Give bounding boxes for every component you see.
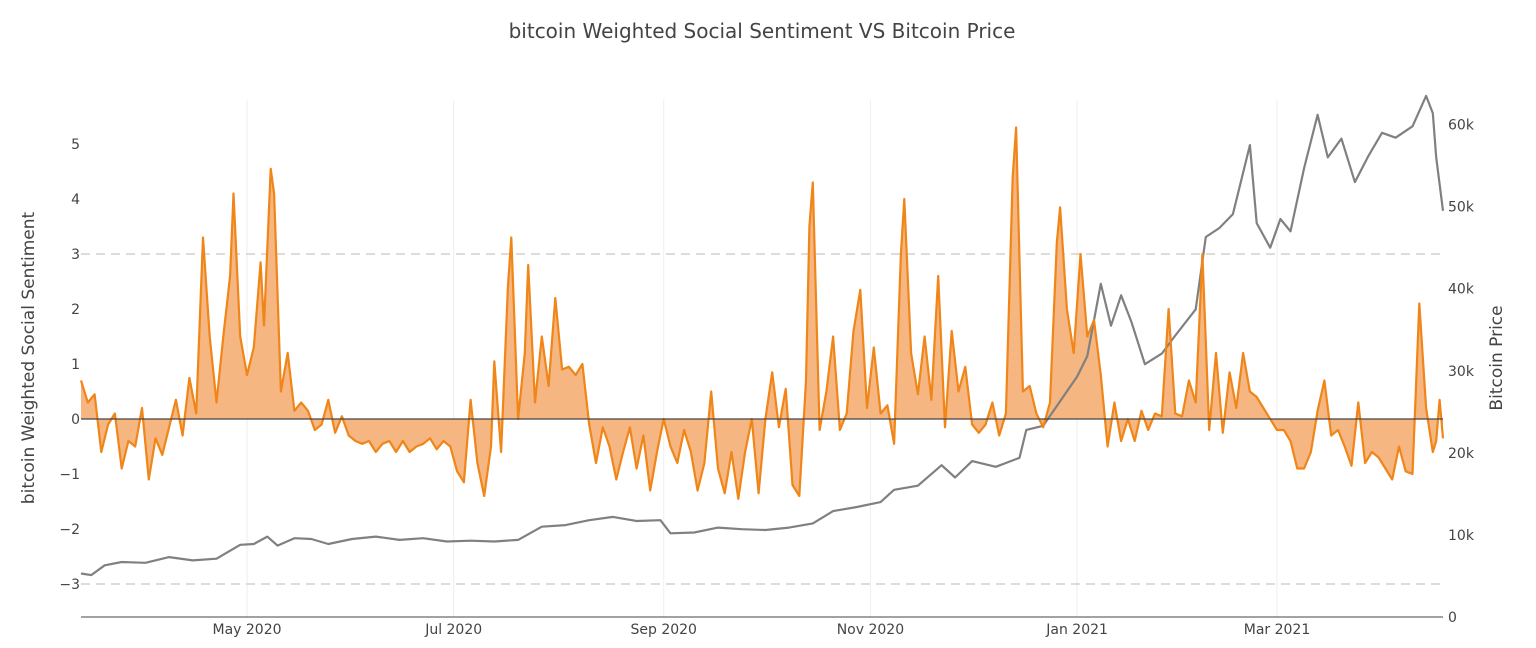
y-right-tick-label: 60k bbox=[1448, 118, 1475, 134]
y-left-tick-label: 2 bbox=[71, 302, 80, 318]
y-left-tick-label: 0 bbox=[71, 412, 80, 428]
y-left-tick-label: 5 bbox=[71, 137, 80, 153]
y-left-tick-label: −2 bbox=[59, 522, 80, 538]
x-tick-label: May 2020 bbox=[212, 622, 281, 638]
y-right-tick-label: 20k bbox=[1448, 446, 1475, 462]
chart-title: bitcoin Weighted Social Sentiment VS Bit… bbox=[509, 19, 1016, 43]
y-right-tick-label: 30k bbox=[1448, 364, 1475, 380]
sentiment-area-layer bbox=[81, 127, 1443, 499]
y-right-axis-title: Bitcoin Price bbox=[1487, 305, 1507, 410]
y-right-tick-label: 50k bbox=[1448, 200, 1475, 216]
x-tick-label: Mar 2021 bbox=[1244, 622, 1311, 638]
reference-lines bbox=[81, 253, 1443, 585]
y-right-tick-label: 0 bbox=[1448, 610, 1457, 626]
x-tick-label: Jan 2021 bbox=[1045, 622, 1108, 638]
y-right-tick-label: 10k bbox=[1448, 528, 1475, 544]
sentiment-area bbox=[81, 127, 1443, 499]
y-left-axis-title: bitcoin Weighted Social Sentiment bbox=[19, 211, 39, 504]
y-left-tick-label: 3 bbox=[71, 247, 80, 263]
price-line bbox=[80, 94, 1445, 577]
y-left-tick-label: −3 bbox=[59, 577, 80, 593]
axis-layer: May 2020 Jul 2020 Sep 2020 Nov 2020 Jan 2021… bbox=[59, 118, 1474, 638]
y-left-tick-label: 1 bbox=[71, 357, 80, 373]
y-left-tick-label: −1 bbox=[59, 467, 80, 483]
x-tick-label: Nov 2020 bbox=[837, 622, 904, 638]
x-tick-label: Sep 2020 bbox=[631, 622, 697, 638]
x-tick-label: Jul 2020 bbox=[424, 622, 482, 638]
price-line-layer bbox=[80, 94, 1445, 577]
y-left-tick-label: 4 bbox=[71, 192, 80, 208]
y-right-tick-label: 40k bbox=[1448, 282, 1475, 298]
